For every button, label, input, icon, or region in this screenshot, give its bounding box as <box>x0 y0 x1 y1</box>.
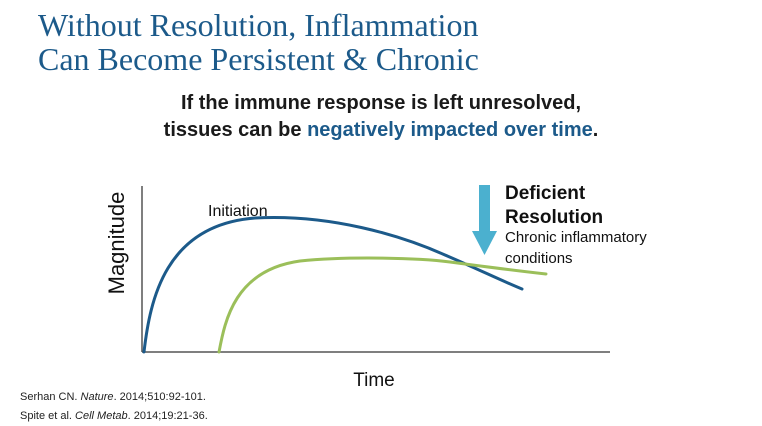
deficient-label-line-1: Deficient <box>505 183 586 204</box>
reference-details: . 2014;510:92-101. <box>113 391 206 403</box>
chronic-label-line-1: Chronic inflammatory <box>505 229 647 246</box>
slide-subtitle: If the immune response is left unresolve… <box>0 90 762 144</box>
chronic-inflammation-curve <box>217 256 548 354</box>
reference-details: . 2014;19:21-36. <box>127 410 208 422</box>
initiation-curve <box>142 216 524 354</box>
slide-title-line-2: Can Become Persistent & Chronic <box>38 41 479 77</box>
slide-title: Without Resolution, Inflammation Can Bec… <box>38 8 479 76</box>
references: Serhan CN. Nature. 2014;510:92-101. Spit… <box>20 388 208 426</box>
reference-journal: Cell Metab <box>75 410 128 422</box>
deficient-label-line-2: Resolution <box>505 207 603 228</box>
initiation-label: Initiation <box>208 203 268 220</box>
y-axis-label: Magnitude <box>104 192 129 295</box>
reference-authors: Spite et al. <box>20 410 76 422</box>
deficient-resolution-arrow-icon <box>472 185 497 255</box>
subtitle-line-2-suffix: . <box>592 119 599 141</box>
subtitle-highlight: negatively impacted over time <box>307 119 593 141</box>
subtitle-line-2-prefix: tissues can be <box>163 119 308 141</box>
subtitle-line-2: tissues can be negatively impacted over … <box>0 117 762 144</box>
slide-title-line-1: Without Resolution, Inflammation <box>38 7 479 43</box>
reference-item: Spite et al. Cell Metab. 2014;19:21-36. <box>20 407 208 426</box>
subtitle-line-1: If the immune response is left unresolve… <box>180 92 582 114</box>
reference-journal: Nature <box>80 391 114 403</box>
reference-item: Serhan CN. Nature. 2014;510:92-101. <box>20 388 208 407</box>
reference-authors: Serhan CN. <box>20 391 81 403</box>
x-axis-label: Time <box>353 370 395 391</box>
chronic-label-line-2: conditions <box>505 250 573 267</box>
